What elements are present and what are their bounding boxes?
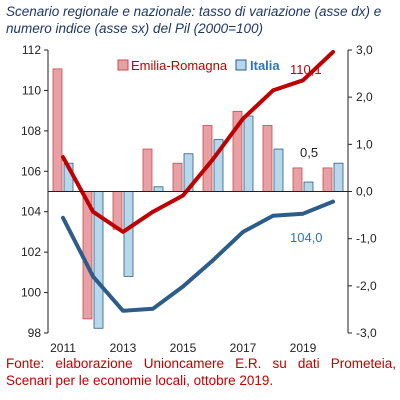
annotation-er-index: 110,1	[290, 62, 322, 77]
x-tick-label: 2015	[170, 341, 197, 355]
bar-emilia-romagna-2019	[292, 167, 303, 192]
left-tick-label: 108	[21, 124, 41, 138]
annotation-it-index: 104,0	[290, 230, 323, 245]
bar-emilia-romagna-2020	[322, 167, 333, 192]
right-tick-label: 3,0	[356, 43, 373, 57]
line-italia	[61, 199, 335, 313]
legend-label-emilia-romagna: Emilia-Romagna	[131, 58, 228, 73]
right-tick-label: -1,0	[356, 232, 377, 246]
bar-italia-2018	[273, 148, 284, 192]
left-tick-label: 102	[21, 245, 41, 259]
legend-label-italia: Italia	[250, 58, 280, 73]
left-tick-label: 104	[21, 205, 41, 219]
source-note: Fonte: elaborazione Unioncamere E.R. su …	[6, 356, 396, 388]
x-tick-label: 2011	[50, 341, 76, 355]
bar-italia-2020	[333, 162, 344, 192]
bar-emilia-romagna-2015	[172, 162, 183, 192]
bar-italia-2019	[303, 181, 314, 192]
x-tick-label: 2019	[290, 341, 317, 355]
bar-emilia-romagna-2014	[142, 148, 153, 192]
left-tick-label: 98	[28, 326, 42, 340]
legend-swatch-italia	[235, 59, 247, 71]
bar-italia-2017	[243, 115, 254, 192]
bar-emilia-romagna-2016	[202, 125, 213, 192]
annotation-er-rate: 0,5	[300, 145, 318, 160]
left-tick-label: 110	[22, 83, 41, 97]
line-emilia-romagna	[61, 50, 335, 234]
chart-title: Scenario regionale e nazionale: tasso di…	[6, 4, 382, 36]
right-tick-label: 2,0	[356, 90, 373, 104]
bar-italia-2014	[153, 186, 164, 192]
bar-emilia-romagna-2011	[52, 68, 63, 192]
bar-italia-2013	[123, 191, 134, 277]
right-tick-label: -2,0	[356, 279, 377, 293]
legend-swatch-emilia-romagna	[117, 59, 129, 71]
right-tick-label: 0,0	[356, 185, 373, 199]
left-tick-label: 100	[21, 286, 41, 300]
x-tick-label: 2017	[230, 341, 257, 355]
left-tick-label: 112	[22, 43, 41, 57]
bar-emilia-romagna-2013	[112, 191, 123, 230]
bar-emilia-romagna-2018	[262, 125, 273, 192]
left-tick-label: 106	[21, 164, 41, 178]
right-tick-label: 1,0	[356, 137, 373, 151]
right-tick-label: -3,0	[356, 326, 377, 340]
x-tick-label: 2013	[110, 341, 137, 355]
